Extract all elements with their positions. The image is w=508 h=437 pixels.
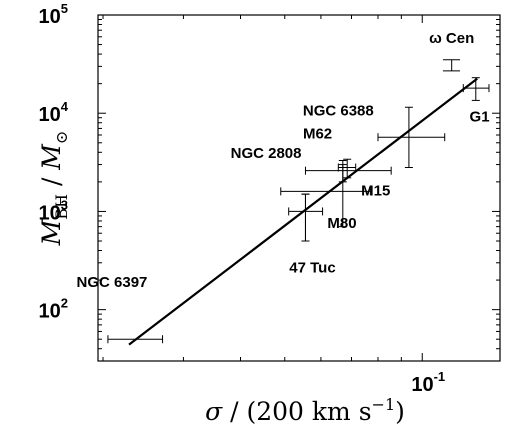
data-point — [304, 160, 392, 183]
y-tick-label: 104 — [39, 99, 69, 126]
point-label: ω Cen — [429, 30, 474, 47]
point-label: G1 — [470, 109, 490, 126]
point-label: M62 — [303, 126, 332, 143]
point-label: 47 Tuc — [289, 259, 335, 276]
data-point — [107, 335, 164, 344]
x-tick-label: 10-1 — [411, 369, 445, 396]
data-point — [462, 77, 490, 101]
y-tick-label: 103 — [39, 197, 68, 224]
data-point — [280, 164, 371, 228]
data-point — [301, 193, 310, 242]
y-axis-title: MBH / M⊙ — [37, 131, 71, 247]
y-tick-label: 102 — [39, 296, 68, 323]
plot-frame — [97, 14, 501, 362]
x-axis-title: σ / (200 km s−1) — [205, 395, 405, 426]
point-label: M15 — [361, 183, 390, 200]
data-point — [377, 106, 446, 169]
point-label: NGC 6397 — [77, 274, 148, 291]
data-point — [442, 59, 461, 72]
data-point — [337, 158, 357, 179]
point-label: NGC 2808 — [231, 145, 302, 162]
point-label: M80 — [327, 215, 356, 232]
point-label: NGC 6388 — [303, 102, 374, 119]
y-tick-label: 105 — [39, 1, 68, 28]
